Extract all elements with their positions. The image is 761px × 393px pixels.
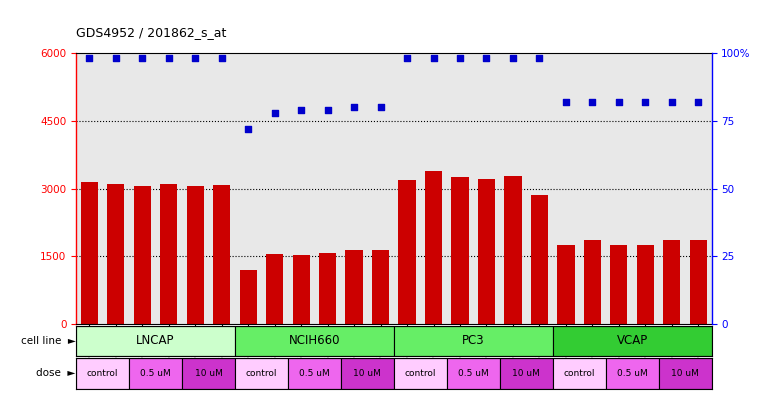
Bar [213,185,231,324]
Bar [240,270,256,324]
Point [666,99,678,105]
Bar [557,245,575,324]
Bar [134,186,151,324]
Point [586,99,598,105]
Point [136,55,148,62]
Point [480,55,492,62]
Text: 0.5 uM: 0.5 uM [299,369,330,378]
Point [639,99,651,105]
Bar [235,358,288,389]
Text: NCIH660: NCIH660 [288,334,340,347]
Point [163,55,175,62]
Text: dose  ►: dose ► [37,368,75,378]
Bar [76,358,129,389]
Point [374,104,387,110]
Text: LNCAP: LNCAP [136,334,175,347]
Point [401,55,413,62]
Bar [129,358,182,389]
Bar [235,326,394,356]
Bar [186,186,204,324]
Bar [160,184,177,324]
Text: control: control [246,369,277,378]
Bar [505,176,521,324]
Text: control: control [87,369,118,378]
Point [110,55,122,62]
Bar [500,358,552,389]
Point [348,104,360,110]
Bar [394,358,447,389]
Text: control: control [405,369,436,378]
Point [533,55,546,62]
Bar [345,250,363,324]
Text: 10 uM: 10 uM [512,369,540,378]
Bar [81,182,98,324]
Bar [399,180,416,324]
Text: GDS4952 / 201862_s_at: GDS4952 / 201862_s_at [76,26,227,39]
Bar [182,358,235,389]
Bar [372,250,389,324]
Point [189,55,202,62]
Text: 10 uM: 10 uM [671,369,699,378]
Point [242,126,254,132]
Point [428,55,440,62]
Bar [658,358,712,389]
Point [83,55,95,62]
Bar [319,253,336,324]
Text: 0.5 uM: 0.5 uM [458,369,489,378]
Point [613,99,625,105]
Bar [689,240,707,324]
Bar [531,195,548,324]
Bar [447,358,500,389]
Text: 10 uM: 10 uM [353,369,381,378]
Bar [451,177,469,324]
Text: VCAP: VCAP [616,334,648,347]
Bar [584,240,601,324]
Text: 0.5 uM: 0.5 uM [140,369,171,378]
Bar [664,240,680,324]
Bar [478,179,495,324]
Text: 0.5 uM: 0.5 uM [616,369,648,378]
Point [269,110,281,116]
Bar [341,358,394,389]
Bar [76,326,235,356]
Bar [394,326,552,356]
Bar [552,326,712,356]
Point [215,55,228,62]
Point [507,55,519,62]
Point [454,55,466,62]
Bar [637,245,654,324]
Text: cell line  ►: cell line ► [21,336,75,346]
Bar [425,171,442,324]
Bar [552,358,606,389]
Bar [107,184,124,324]
Bar [610,245,628,324]
Bar [288,358,341,389]
Bar [606,358,658,389]
Bar [266,254,283,324]
Text: 10 uM: 10 uM [195,369,222,378]
Point [295,107,307,113]
Point [322,107,334,113]
Text: control: control [563,369,595,378]
Point [560,99,572,105]
Point [693,99,705,105]
Bar [292,255,310,324]
Text: PC3: PC3 [462,334,485,347]
